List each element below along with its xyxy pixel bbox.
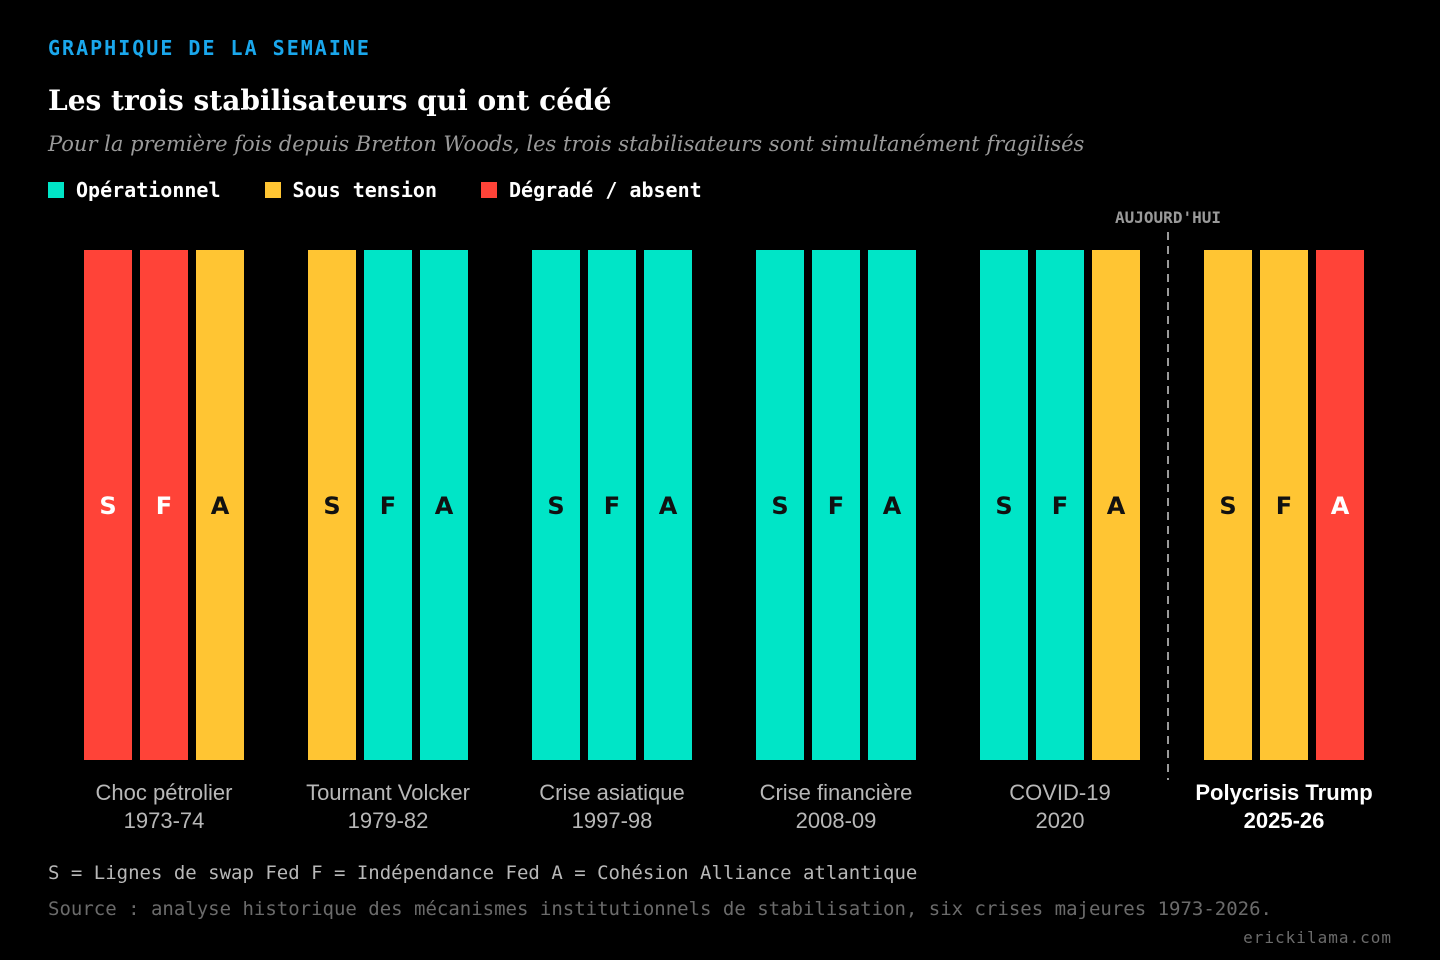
crise-period-3: 2008-09 <box>796 808 877 833</box>
today-label: AUJOURD'HUI <box>1115 208 1221 227</box>
bar-label-0-A: A <box>211 492 230 520</box>
chart-kicker: GRAPHIQUE DE LA SEMAINE <box>48 36 371 60</box>
legend-item-operational: Opérationnel <box>48 178 221 202</box>
bar-label-2-F: F <box>604 492 620 520</box>
crise-period-5: 2025-26 <box>1244 808 1325 833</box>
legend: Opérationnel Sous tension Dégradé / abse… <box>48 178 746 202</box>
bar-3-F <box>812 250 860 760</box>
bar-5-A <box>1316 250 1364 760</box>
bar-label-1-A: A <box>435 492 454 520</box>
bar-0-A <box>196 250 244 760</box>
bar-4-A <box>1092 250 1140 760</box>
bar-label-3-F: F <box>828 492 844 520</box>
chart-subtitle: Pour la première fois depuis Bretton Woo… <box>48 132 1085 156</box>
legend-item-degraded: Dégradé / absent <box>481 178 702 202</box>
bar-1-F <box>364 250 412 760</box>
stabilizer-key-note: S = Lignes de swap Fed F = Indépendance … <box>48 862 918 884</box>
crise-name-0: Choc pétrolier <box>96 780 233 805</box>
bar-5-F <box>1260 250 1308 760</box>
bar-label-5-A: A <box>1331 492 1350 520</box>
legend-swatch-degraded <box>481 182 497 198</box>
crise-period-2: 1997-98 <box>572 808 653 833</box>
legend-label-strained: Sous tension <box>292 178 438 202</box>
bar-label-1-F: F <box>380 492 396 520</box>
bar-1-A <box>420 250 468 760</box>
legend-item-strained: Sous tension <box>264 178 438 202</box>
crise-period-4: 2020 <box>1036 808 1085 833</box>
crise-name-5: Polycrisis Trump <box>1195 780 1372 805</box>
bar-2-S <box>532 250 580 760</box>
bar-2-A <box>644 250 692 760</box>
source-note: Source : analyse historique des mécanism… <box>48 898 1272 920</box>
legend-label-operational: Opérationnel <box>76 178 221 202</box>
bar-label-5-F: F <box>1276 492 1292 520</box>
legend-swatch-strained <box>264 182 281 198</box>
bar-3-A <box>868 250 916 760</box>
stabilizer-chart: S F A Choc pétrolier 1973-74 S F A Tournant Volc… <box>84 208 1373 833</box>
crise-name-1: Tournant Volcker <box>306 780 470 805</box>
crise-name-3: Crise financière <box>760 780 913 805</box>
bar-label-3-A: A <box>883 492 902 520</box>
bar-2-F <box>588 250 636 760</box>
legend-label-degraded: Dégradé / absent <box>509 178 702 202</box>
bar-label-2-S: S <box>547 492 564 520</box>
bar-label-2-A: A <box>659 492 678 520</box>
chart-title: Les trois stabilisateurs qui ont cédé <box>48 84 612 117</box>
bar-3-S <box>756 250 804 760</box>
bar-label-1-S: S <box>323 492 340 520</box>
crise-name-2: Crise asiatique <box>539 780 685 805</box>
credit: erickilama.com <box>1243 928 1392 947</box>
bar-0-F <box>140 250 188 760</box>
bar-label-0-F: F <box>156 492 172 520</box>
bar-label-4-F: F <box>1052 492 1068 520</box>
bar-1-S <box>308 250 356 760</box>
bar-label-3-S: S <box>771 492 788 520</box>
bar-5-S <box>1204 250 1252 760</box>
crise-period-1: 1979-82 <box>348 808 429 833</box>
bar-label-4-S: S <box>995 492 1012 520</box>
crise-name-4: COVID-19 <box>1009 780 1110 805</box>
bar-label-4-A: A <box>1107 492 1126 520</box>
bar-label-5-S: S <box>1219 492 1236 520</box>
bar-4-S <box>980 250 1028 760</box>
bar-label-0-S: S <box>99 492 116 520</box>
bar-4-F <box>1036 250 1084 760</box>
bar-0-S <box>84 250 132 760</box>
legend-swatch-operational <box>48 182 64 198</box>
crise-period-0: 1973-74 <box>124 808 205 833</box>
